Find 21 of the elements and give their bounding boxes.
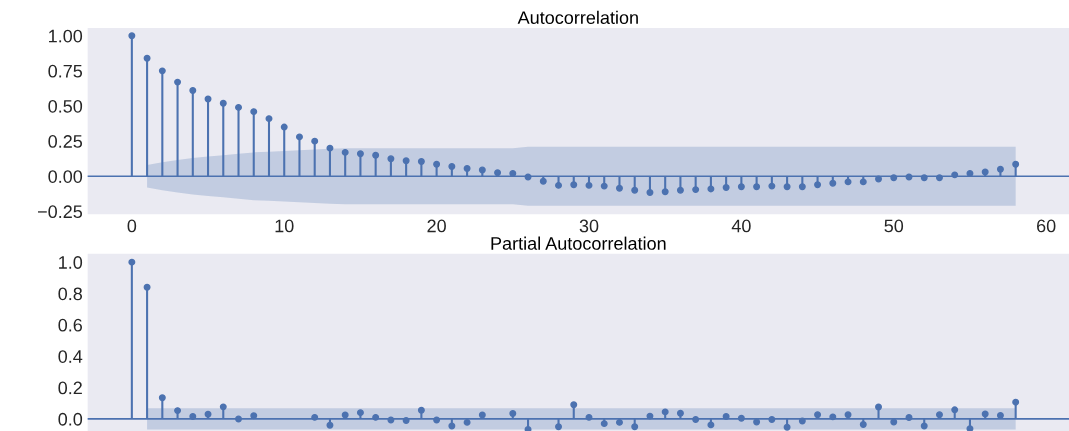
y-tick-label: 0.4 [58, 350, 83, 363]
chart-title: Partial Autocorrelation [491, 236, 666, 250]
chart-title: Autocorrelation [517, 10, 638, 25]
y-tick-label: 0.2 [58, 381, 82, 395]
x-tick-label: 50 [884, 219, 904, 233]
y-tick-label: 1.0 [59, 256, 83, 269]
y-tick-label: 0.00 [48, 170, 83, 183]
y-tick-label: 0.75 [48, 64, 83, 78]
y-tick-label: 0.8 [58, 287, 83, 301]
x-tick-label: 60 [1037, 219, 1056, 233]
x-tick-label: 40 [731, 219, 751, 233]
x-tick-label: 0 [127, 219, 137, 233]
x-tick-label: 30 [579, 219, 599, 233]
y-tick-label: 1.00 [49, 29, 83, 43]
y-tick-label: 0.0 [58, 412, 83, 426]
y-tick-label: 0.50 [48, 99, 83, 113]
x-tick-label: 10 [275, 219, 294, 233]
y-tick-label: 0.6 [58, 318, 83, 332]
y-tick-label: 0.25 [48, 135, 83, 148]
y-tick-label: −0.25 [38, 205, 83, 219]
x-tick-label: 20 [427, 219, 446, 233]
